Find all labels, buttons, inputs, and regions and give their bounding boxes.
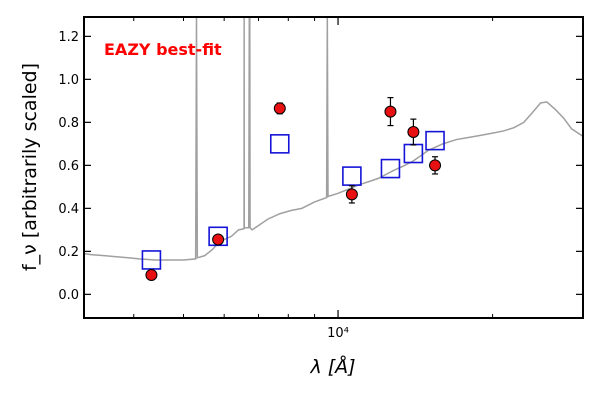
- y-tick-label: 0.4: [58, 202, 79, 217]
- y-tick-label: 1.2: [58, 30, 79, 45]
- plot-layer: [83, 16, 584, 281]
- y-tick-label: 0.0: [58, 288, 79, 303]
- model-flux-square: [269, 134, 290, 154]
- model-flux-square: [380, 158, 401, 179]
- x-tick-label: 10⁴: [327, 326, 349, 341]
- axis-ticks: 0.0 0.2 0.4 0.6 0.8 1.0 1.2 10⁴: [58, 17, 583, 341]
- observed-flux-point: [345, 188, 358, 201]
- annotation-label: EAZY best-fit: [104, 40, 222, 59]
- template-sed-line: [83, 16, 584, 261]
- observed-flux-point: [212, 233, 225, 246]
- y-tick-label: 0.8: [58, 116, 79, 131]
- y-axis-label: f_ν [arbitrarily scaled]: [19, 63, 41, 271]
- plot-frame: [83, 16, 584, 319]
- observed-flux-point: [273, 102, 286, 115]
- model-flux-square: [141, 250, 162, 270]
- y-tick-label: 1.0: [58, 73, 79, 88]
- y-tick-label: 0.2: [58, 245, 79, 260]
- model-flux-square: [403, 143, 424, 164]
- observed-flux-point: [384, 105, 397, 118]
- observed-flux-point: [429, 159, 442, 172]
- x-axis-label: λ [Å]: [309, 355, 355, 378]
- y-tick-label: 0.6: [58, 159, 79, 174]
- model-flux-square: [342, 166, 362, 186]
- model-flux-square: [425, 130, 445, 151]
- observed-flux-point: [407, 126, 420, 139]
- observed-flux-point: [145, 269, 158, 281]
